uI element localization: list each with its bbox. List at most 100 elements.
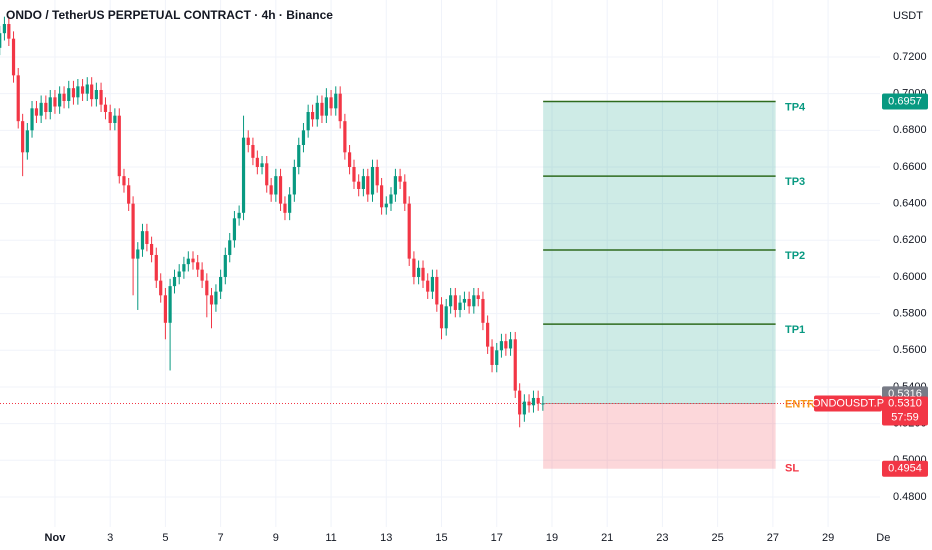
candle-body <box>182 264 186 272</box>
countdown: 57:59 <box>891 411 919 423</box>
candle-body <box>343 121 347 153</box>
candle-body <box>301 130 306 145</box>
candle-body <box>154 254 158 281</box>
x-tick-label: 15 <box>435 532 447 544</box>
candle-body <box>366 176 370 195</box>
price-tag-label: 0.5310 <box>888 397 922 409</box>
candle-body <box>232 218 237 241</box>
candle-body <box>453 295 457 310</box>
candle-body <box>435 276 439 305</box>
candle-body <box>241 137 246 213</box>
candle-body <box>44 102 48 112</box>
candle-body <box>113 115 117 123</box>
candle-body <box>398 176 402 182</box>
x-tick-label: 3 <box>107 532 113 544</box>
loss-zone <box>543 403 776 469</box>
candle-body <box>168 286 172 323</box>
candle-body <box>490 346 494 365</box>
x-tick-label: 21 <box>601 532 613 544</box>
candle-body <box>375 166 379 186</box>
candle-body <box>16 75 20 122</box>
time-axis <box>0 527 880 550</box>
candle-body <box>522 401 526 415</box>
candle-body <box>25 130 29 153</box>
candle-body <box>499 341 504 351</box>
candle-body <box>426 280 430 292</box>
candle-body <box>131 203 135 259</box>
candle-body <box>486 322 490 347</box>
candle-body <box>357 181 361 189</box>
x-tick-label: 23 <box>656 532 668 544</box>
x-tick-label: 9 <box>273 532 279 544</box>
y-tick-label: 0.7200 <box>893 51 927 63</box>
profit-zone <box>543 101 776 404</box>
y-tick-label: 0.4800 <box>893 491 927 503</box>
symbol-tag-label: ONDOUSDT.P <box>812 397 884 409</box>
candle-body <box>315 102 319 120</box>
candle-body <box>412 258 416 277</box>
candle-body <box>214 291 218 305</box>
candle-body <box>34 108 39 116</box>
x-tick-label: 27 <box>767 532 779 544</box>
candle-body <box>310 111 315 120</box>
x-tick-label: 19 <box>546 532 558 544</box>
candle-body <box>67 88 71 102</box>
candle-body <box>53 97 57 107</box>
candle-body <box>274 176 278 195</box>
candle-body <box>458 302 462 310</box>
candle-body <box>200 269 204 281</box>
candle-body <box>347 152 352 167</box>
candle-body <box>384 203 388 208</box>
price-tag <box>882 93 928 110</box>
x-tick-label: 13 <box>380 532 392 544</box>
candle-body <box>39 102 43 116</box>
candle-body <box>462 298 467 303</box>
target-label: TP1 <box>785 324 805 336</box>
plot-area: TP1 TP2 TP3 TP4 ENTRY SL <box>0 0 884 527</box>
candle-body <box>504 341 508 349</box>
currency: USDT <box>893 10 923 22</box>
candle-body <box>99 90 103 105</box>
candle-body <box>246 137 250 145</box>
target-label: TP4 <box>785 101 806 113</box>
candle-body <box>48 97 52 112</box>
candle-body <box>288 194 292 213</box>
entry-label: ENTRY <box>785 398 823 410</box>
candle-body <box>136 249 140 259</box>
price-axis <box>880 0 932 550</box>
y-tick-label: 0.6000 <box>893 271 927 283</box>
candle-body <box>30 108 34 131</box>
candle-body <box>163 295 167 323</box>
candle-body <box>127 185 131 204</box>
candle-body <box>122 176 126 186</box>
candle-body <box>495 350 499 365</box>
x-tick-label: 7 <box>218 532 224 544</box>
candle-body <box>205 280 209 296</box>
candle-body <box>531 397 536 406</box>
candle-body <box>320 102 324 116</box>
candle-body <box>255 157 259 167</box>
candle-body <box>228 240 232 255</box>
candle-body <box>223 254 227 277</box>
candle-body <box>159 280 163 296</box>
candle-body <box>380 185 384 208</box>
symbol-tag <box>814 395 882 412</box>
candle-body <box>149 243 154 255</box>
y-tick-label: 0.6200 <box>893 234 927 246</box>
price-tag <box>882 396 928 426</box>
candle-body <box>403 181 407 204</box>
candle-body <box>80 86 85 94</box>
candle-body <box>191 258 195 263</box>
candle-body <box>7 24 11 39</box>
candle-body <box>352 166 356 182</box>
candle-body <box>71 88 76 98</box>
candle-body <box>0 33 2 48</box>
candle-body <box>58 93 62 107</box>
candle-body <box>172 276 177 287</box>
candle-body <box>518 390 522 415</box>
candle-body <box>196 262 200 270</box>
y-tick-label: 0.6400 <box>893 198 927 210</box>
candle-body <box>541 403 545 405</box>
candle-body <box>467 298 471 307</box>
